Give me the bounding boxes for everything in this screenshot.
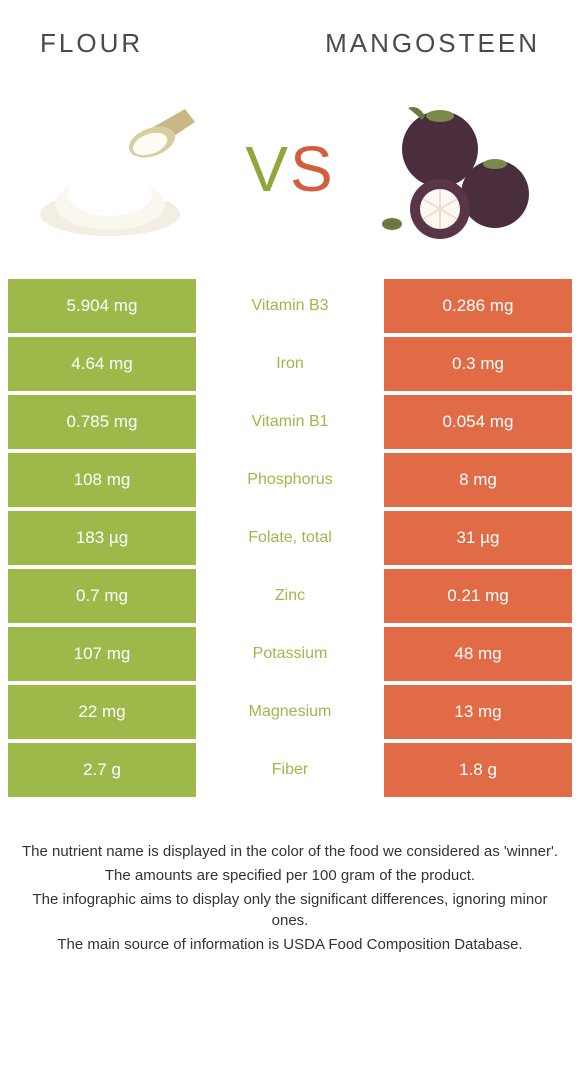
- cell-right-value: 0.3 mg: [384, 337, 572, 391]
- cell-left-value: 2.7 g: [8, 743, 196, 797]
- mangosteen-icon: [370, 94, 550, 244]
- cell-right-value: 8 mg: [384, 453, 572, 507]
- cell-nutrient-name: Potassium: [200, 627, 380, 681]
- titles-row: FLOUR MANGOSTEEN: [0, 0, 580, 79]
- cell-nutrient-name: Zinc: [200, 569, 380, 623]
- mangosteen-image: [370, 94, 550, 244]
- table-row: 4.64 mgIron0.3 mg: [8, 337, 572, 391]
- cell-left-value: 183 µg: [8, 511, 196, 565]
- cell-nutrient-name: Iron: [200, 337, 380, 391]
- cell-left-value: 107 mg: [8, 627, 196, 681]
- footnote-line: The main source of information is USDA F…: [20, 934, 560, 956]
- table-row: 2.7 gFiber1.8 g: [8, 743, 572, 797]
- footnote-line: The nutrient name is displayed in the co…: [20, 841, 560, 863]
- table-row: 107 mgPotassium48 mg: [8, 627, 572, 681]
- cell-left-value: 22 mg: [8, 685, 196, 739]
- infographic-container: FLOUR MANGOSTEEN VS: [0, 0, 580, 956]
- cell-nutrient-name: Vitamin B1: [200, 395, 380, 449]
- cell-nutrient-name: Magnesium: [200, 685, 380, 739]
- table-row: 108 mgPhosphorus8 mg: [8, 453, 572, 507]
- cell-nutrient-name: Phosphorus: [200, 453, 380, 507]
- vs-s: S: [290, 133, 335, 205]
- table-row: 5.904 mgVitamin B30.286 mg: [8, 279, 572, 333]
- hero-row: VS: [0, 79, 580, 279]
- cell-right-value: 0.054 mg: [384, 395, 572, 449]
- cell-nutrient-name: Vitamin B3: [200, 279, 380, 333]
- table-row: 22 mgMagnesium13 mg: [8, 685, 572, 739]
- footnotes: The nutrient name is displayed in the co…: [0, 801, 580, 956]
- cell-right-value: 48 mg: [384, 627, 572, 681]
- cell-right-value: 1.8 g: [384, 743, 572, 797]
- title-right: MANGOSTEEN: [325, 28, 540, 59]
- cell-left-value: 4.64 mg: [8, 337, 196, 391]
- cell-right-value: 13 mg: [384, 685, 572, 739]
- title-left: FLOUR: [40, 28, 143, 59]
- cell-right-value: 0.286 mg: [384, 279, 572, 333]
- vs-label: VS: [245, 132, 334, 206]
- table-row: 0.7 mgZinc0.21 mg: [8, 569, 572, 623]
- footnote-line: The amounts are specified per 100 gram o…: [20, 865, 560, 887]
- cell-left-value: 5.904 mg: [8, 279, 196, 333]
- cell-nutrient-name: Folate, total: [200, 511, 380, 565]
- cell-left-value: 108 mg: [8, 453, 196, 507]
- flour-icon: [30, 94, 210, 244]
- table-row: 183 µgFolate, total31 µg: [8, 511, 572, 565]
- cell-left-value: 0.785 mg: [8, 395, 196, 449]
- nutrient-table: 5.904 mgVitamin B30.286 mg4.64 mgIron0.3…: [0, 279, 580, 797]
- cell-right-value: 31 µg: [384, 511, 572, 565]
- flour-image: [30, 94, 210, 244]
- cell-right-value: 0.21 mg: [384, 569, 572, 623]
- footnote-line: The infographic aims to display only the…: [20, 889, 560, 933]
- cell-nutrient-name: Fiber: [200, 743, 380, 797]
- table-row: 0.785 mgVitamin B10.054 mg: [8, 395, 572, 449]
- cell-left-value: 0.7 mg: [8, 569, 196, 623]
- vs-v: V: [245, 133, 290, 205]
